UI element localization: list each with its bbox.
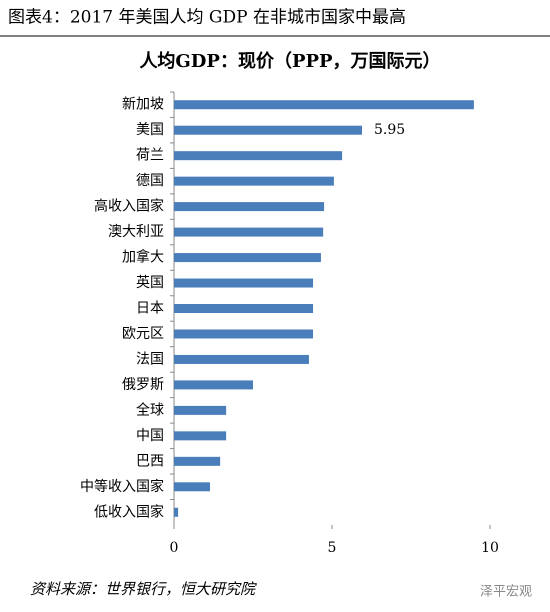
y-tick-label: 法国 <box>136 351 164 367</box>
source-note: 资料来源：世界银行，恒大研究院 <box>30 580 257 598</box>
bar <box>174 176 334 186</box>
bar <box>174 278 314 288</box>
x-tick-label: 0 <box>170 540 179 556</box>
y-tick-label: 日本 <box>136 301 164 317</box>
watermark: 泽平宏观 <box>480 585 532 600</box>
bar <box>174 380 253 390</box>
bar <box>174 304 314 313</box>
chart-title: 图表4：2017 年美国人均 GDP 在非城市国家中最高 <box>8 8 406 28</box>
bar <box>174 456 221 466</box>
bar <box>174 431 227 441</box>
y-tick-label: 全球 <box>136 401 164 418</box>
y-tick-label: 新加坡 <box>122 97 164 113</box>
bar <box>174 253 321 263</box>
x-tick-label: 5 <box>328 540 337 556</box>
y-tick-label: 欧元区 <box>122 326 164 342</box>
y-tick-label: 荷兰 <box>136 148 164 164</box>
y-tick-label: 英国 <box>136 274 164 291</box>
data-label: 5.95 <box>374 122 405 138</box>
y-tick-label: 澳大利亚 <box>108 224 164 240</box>
y-tick-label: 低收入国家 <box>94 503 164 520</box>
bar <box>174 354 309 364</box>
y-tick-label: 中国 <box>136 428 164 444</box>
bar <box>174 227 324 237</box>
bar <box>174 329 314 339</box>
bar <box>174 125 363 135</box>
y-tick-label: 加拿大 <box>122 249 164 266</box>
bar <box>174 507 179 517</box>
y-tick-label: 美国 <box>136 122 164 138</box>
bar <box>174 202 325 212</box>
x-tick-label: 10 <box>481 540 499 556</box>
bar <box>174 100 474 110</box>
y-tick-label: 中等收入国家 <box>80 478 164 495</box>
y-tick-label: 俄罗斯 <box>122 377 164 393</box>
y-tick-label: 高收入国家 <box>94 198 164 215</box>
bar <box>174 482 211 492</box>
bar <box>174 405 227 415</box>
bar <box>174 151 343 161</box>
y-tick-label: 德国 <box>136 173 164 189</box>
chart-subtitle: 人均GDP：现价（PPP，万国际元） <box>139 50 440 72</box>
y-tick-label: 巴西 <box>136 453 164 469</box>
